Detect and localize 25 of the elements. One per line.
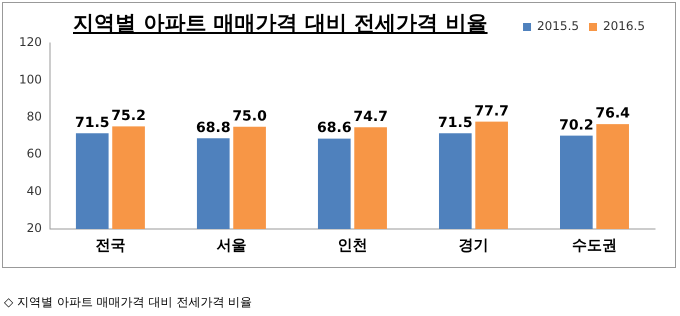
x-tick-label: 전국 <box>95 236 126 254</box>
y-tick-label: 60 <box>26 146 42 161</box>
data-label: 68.6 <box>317 120 352 136</box>
y-tick-label: 120 <box>19 35 42 50</box>
data-label: 75.0 <box>232 108 268 124</box>
y-tick-label: 20 <box>26 221 42 236</box>
x-tick-label: 서울 <box>216 236 246 254</box>
data-label: 75.2 <box>111 108 146 124</box>
x-tick-label: 수도권 <box>572 236 617 254</box>
data-label: 77.7 <box>474 103 509 120</box>
y-tick-label: 80 <box>26 110 42 124</box>
data-label: 70.2 <box>559 117 594 134</box>
x-tick-label: 인천 <box>337 236 368 254</box>
data-label: 71.5 <box>438 114 473 131</box>
data-label: 71.5 <box>74 114 110 131</box>
legend-label: 2015.5 <box>537 19 580 34</box>
data-label: 76.4 <box>595 106 630 122</box>
x-tick-label: 경기 <box>458 236 488 254</box>
data-label: 74.7 <box>353 108 388 125</box>
y-tick-label: 100 <box>19 72 42 86</box>
chart-title: 지역별 아파트 매매가격 대비 전세가격 비율 <box>73 10 488 37</box>
y-tick-label: 40 <box>26 184 42 198</box>
legend-label: 2016.5 <box>603 19 646 34</box>
data-label: 68.8 <box>196 120 231 136</box>
text: ◇ 지역별 아파트 매매가격 대비 전세가격 비율 <box>4 294 252 311</box>
